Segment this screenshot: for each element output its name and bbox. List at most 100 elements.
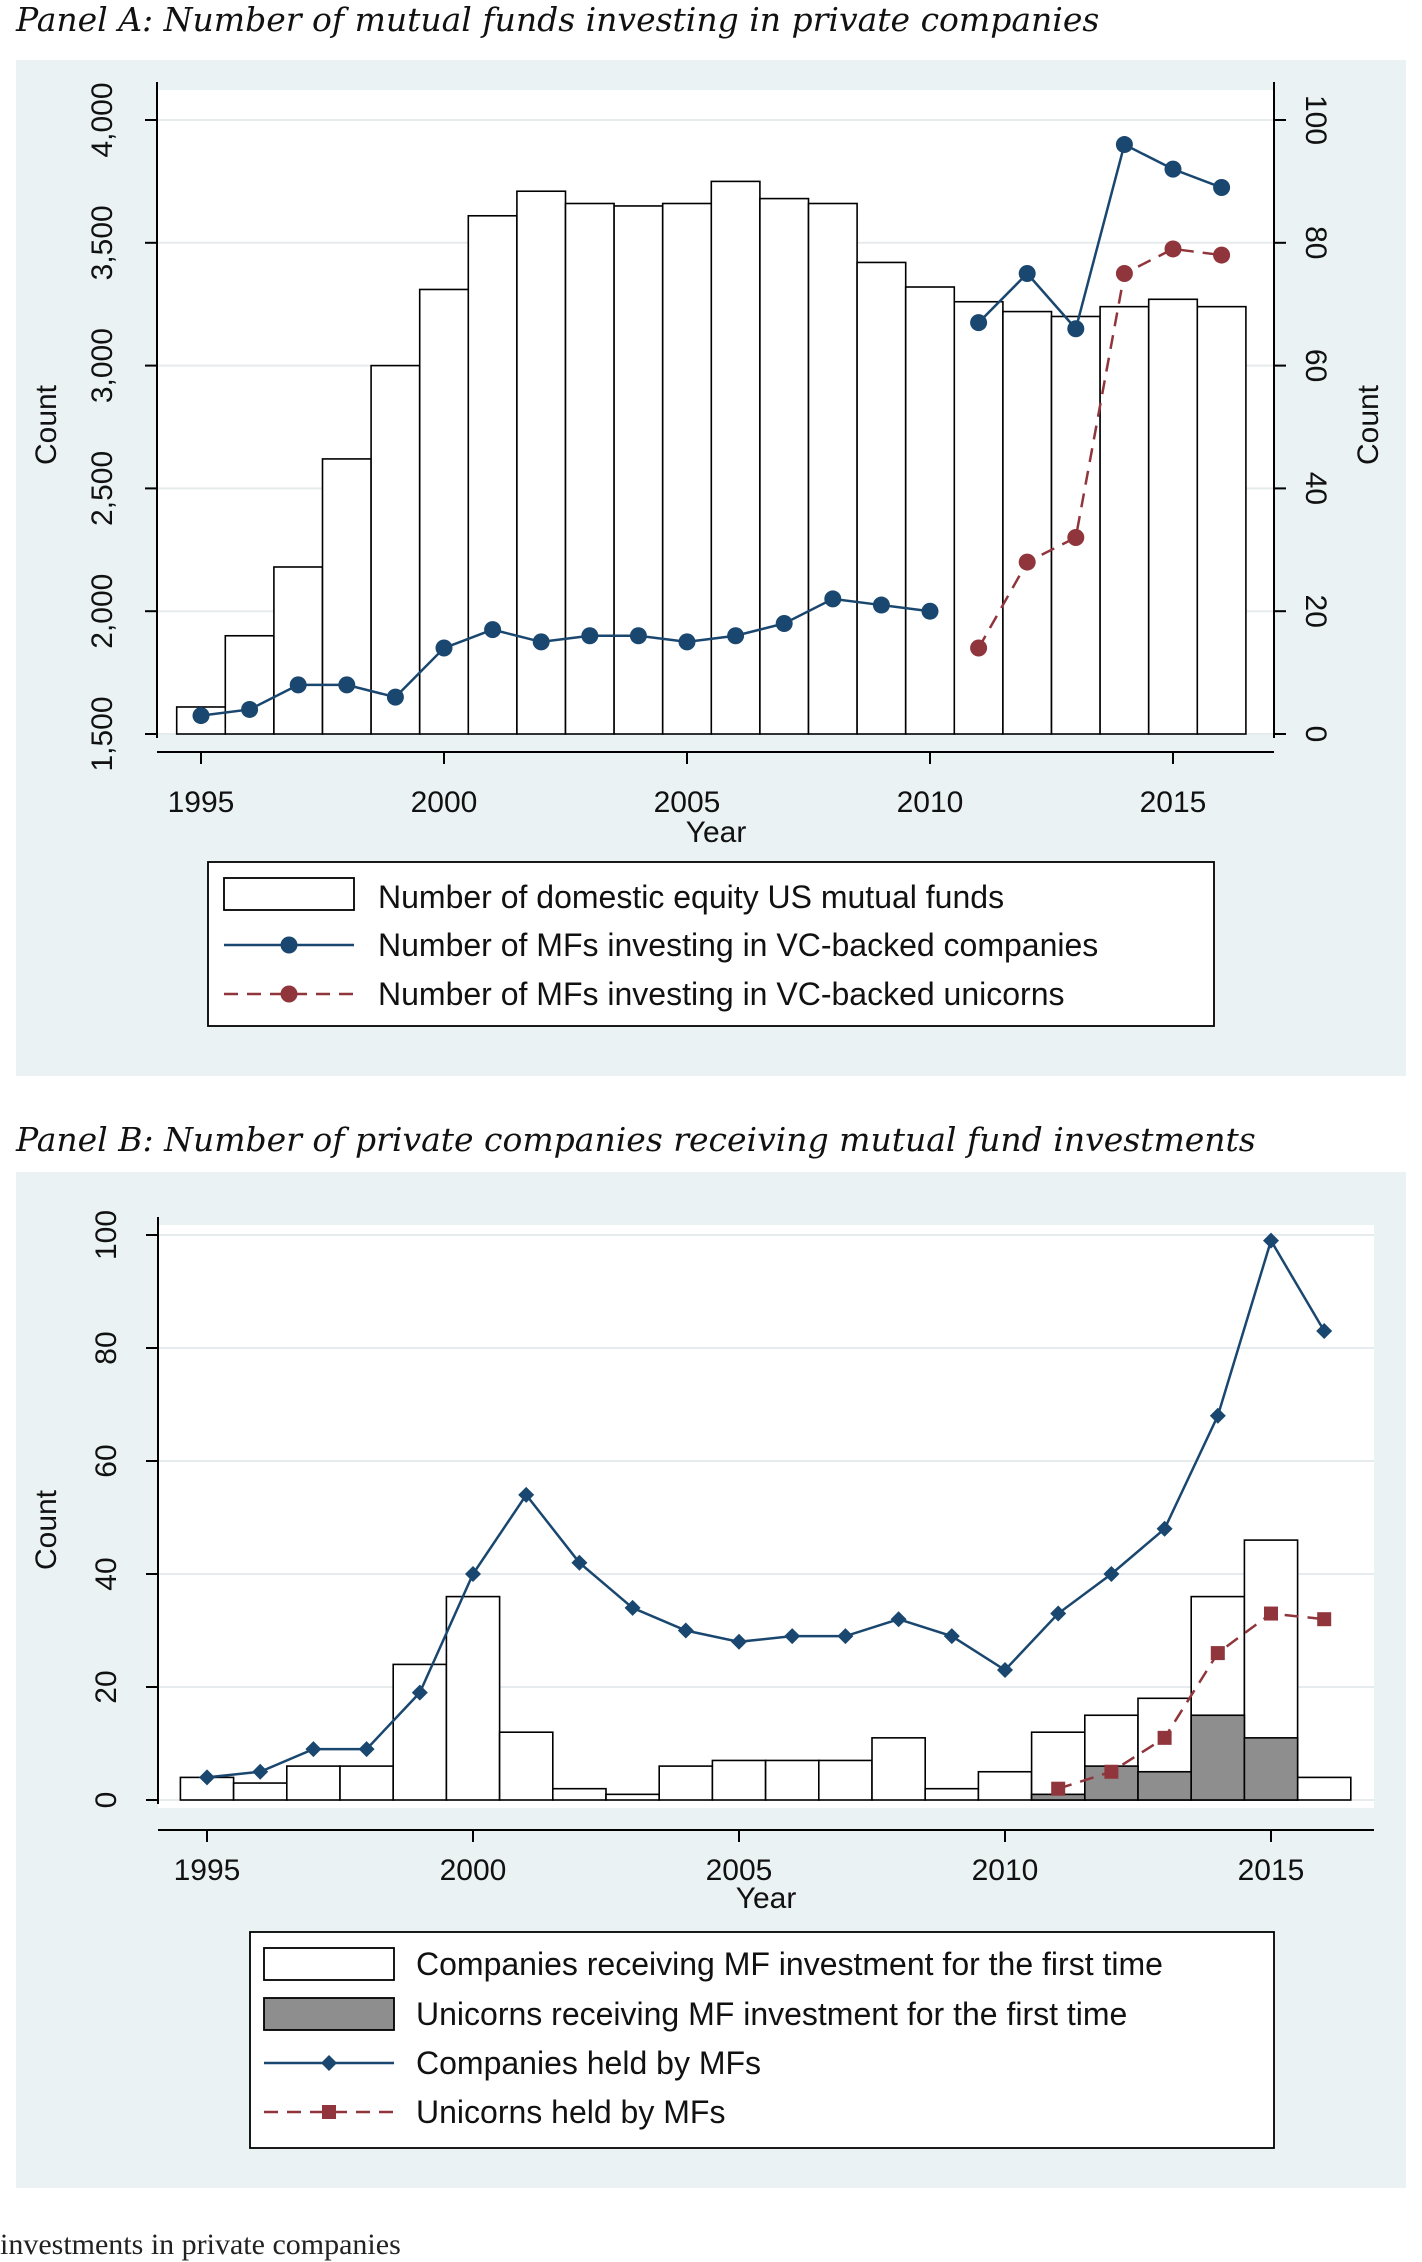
point-mfs-vc-unicorns <box>1115 265 1133 282</box>
y-tick-label-left: 2,000 <box>86 574 119 649</box>
line-unicorns-held <box>1057 1612 1325 1790</box>
legend-swatch-companies-first <box>263 1947 395 1981</box>
bar-companies-first-mf <box>339 1765 395 1801</box>
point-mfs-vc-companies <box>484 621 502 639</box>
point-mfs-vc-unicorns <box>1213 246 1231 264</box>
legend-swatch-unicorns-first <box>263 1997 395 2031</box>
bar-companies-first-mf <box>871 1737 927 1801</box>
bar-mutual-funds <box>710 180 761 735</box>
point-mfs-vc-companies <box>629 627 647 645</box>
y-tick-label: 100 <box>90 1210 123 1260</box>
y-tick-label-left: 3,000 <box>86 328 119 403</box>
point-companies-held <box>1103 1566 1120 1582</box>
point-companies-held <box>358 1741 375 1758</box>
x-axis-label: Year <box>686 816 747 849</box>
legend-label: Companies held by MFs <box>416 2045 761 2081</box>
line-mfs-vc-companies <box>977 142 1223 332</box>
bar-companies-first-mf <box>1296 1776 1352 1801</box>
legend-marker-companies <box>280 936 298 954</box>
point-mfs-vc-companies <box>289 676 307 694</box>
legend-label: Unicorns receiving MF investment for the… <box>416 1996 1127 2032</box>
y-tick-label-right: 40 <box>1299 472 1332 505</box>
point-mfs-vc-companies <box>921 602 939 620</box>
legend-label: Unicorns held by MFs <box>416 2094 725 2130</box>
panel-a-title: Panel A: Number of mutual funds investin… <box>16 0 1100 39</box>
bar-companies-first-mf <box>711 1759 767 1801</box>
legend-box <box>249 1931 1275 2149</box>
y-tick-label: 60 <box>90 1444 123 1477</box>
point-mfs-vc-companies <box>386 688 404 706</box>
bar-unicorns-first-mf <box>1137 1770 1193 1801</box>
point-mfs-vc-companies <box>1164 160 1182 178</box>
line-mfs-vc-companies <box>200 597 931 717</box>
point-mfs-vc-unicorns <box>1018 553 1036 571</box>
point-unicorns-held <box>1157 1730 1172 1745</box>
x-tick-label: 2005 <box>654 786 721 819</box>
point-unicorns-held <box>1264 1606 1278 1621</box>
bar-mutual-funds <box>1147 298 1199 735</box>
bar-mutual-funds <box>1196 305 1247 735</box>
point-companies-held <box>890 1611 907 1628</box>
footer-text: investments in private companies <box>0 2228 401 2261</box>
point-unicorns-held <box>1210 1646 1225 1661</box>
y-tick-label-left: 1,500 <box>86 696 119 771</box>
point-mfs-vc-companies <box>338 676 356 694</box>
point-mfs-vc-companies <box>872 596 890 614</box>
point-unicorns-held <box>1051 1781 1066 1796</box>
x-tick-label: 2005 <box>706 1854 773 1887</box>
bar-companies-first-mf <box>498 1731 554 1801</box>
point-companies-held <box>252 1763 269 1780</box>
y-tick-label-left: 3,500 <box>86 205 119 280</box>
point-mfs-vc-companies <box>970 314 988 332</box>
point-mfs-vc-companies <box>727 627 745 645</box>
point-companies-held <box>1050 1605 1067 1622</box>
panel-b-chart: 0 20 40 60 80 100 1995 2000 2005 2010 2015 Year Coun… <box>30 1210 1374 2149</box>
point-companies-held <box>199 1769 215 1786</box>
line-companies-held <box>206 1237 1326 1779</box>
point-mfs-vc-companies <box>532 633 550 651</box>
bar-companies-first-mf <box>445 1595 501 1801</box>
x-tick-label: 1995 <box>174 1854 241 1887</box>
y-tick-label-left: 2,500 <box>86 451 119 526</box>
legend-label: Companies receiving MF investment for th… <box>416 1946 1163 1982</box>
point-companies-held <box>997 1662 1013 1679</box>
bar-companies-first-mf <box>551 1787 607 1801</box>
y-tick-label-right: 20 <box>1299 595 1332 628</box>
point-unicorns-held <box>1104 1764 1119 1779</box>
bar-companies-first-mf <box>232 1782 288 1801</box>
point-companies-held <box>784 1628 801 1645</box>
panel-b-title: Panel B: Number of private companies rec… <box>16 1120 1256 1159</box>
y-tick-label: 0 <box>90 1792 123 1809</box>
bar-mutual-funds <box>418 288 470 735</box>
point-mfs-vc-unicorns <box>1164 240 1182 258</box>
bar-unicorns-first-mf <box>1190 1714 1246 1801</box>
point-mfs-vc-companies <box>1067 320 1085 338</box>
legend-marker-unicorns <box>280 985 298 1003</box>
legend-label: Number of MFs investing in VC-backed uni… <box>378 976 1065 1012</box>
bar-companies-first-mf <box>924 1787 980 1801</box>
legend-label: Number of domestic equity US mutual fund… <box>378 879 1004 915</box>
point-companies-held <box>1316 1323 1333 1340</box>
y-axis-label-left: Count <box>30 384 63 465</box>
point-mfs-vc-companies <box>678 633 696 651</box>
point-companies-held <box>411 1684 428 1701</box>
point-companies-held <box>518 1486 535 1503</box>
bar-mutual-funds <box>807 202 858 735</box>
point-mfs-vc-unicorns <box>970 639 988 657</box>
y-tick-label-right: 80 <box>1299 226 1332 259</box>
bar-mutual-funds <box>759 197 810 735</box>
bar-mutual-funds <box>1099 305 1150 735</box>
bar-companies-first-mf <box>658 1765 714 1801</box>
legend-marker-unicorns-held <box>322 2105 336 2119</box>
bar-companies-first-mf <box>817 1759 873 1801</box>
bar-mutual-funds <box>856 261 907 735</box>
y-tick-label: 80 <box>90 1331 123 1364</box>
y-tick-label-left: 4,000 <box>86 82 119 157</box>
x-tick-label: 2010 <box>972 1854 1039 1887</box>
x-tick-label: 1995 <box>168 786 235 819</box>
point-mfs-vc-companies <box>1115 136 1133 154</box>
legend-label: Number of MFs investing in VC-backed com… <box>378 927 1098 963</box>
point-companies-held <box>1156 1520 1173 1537</box>
bar-mutual-funds <box>273 566 324 735</box>
point-companies-held <box>1209 1407 1226 1424</box>
